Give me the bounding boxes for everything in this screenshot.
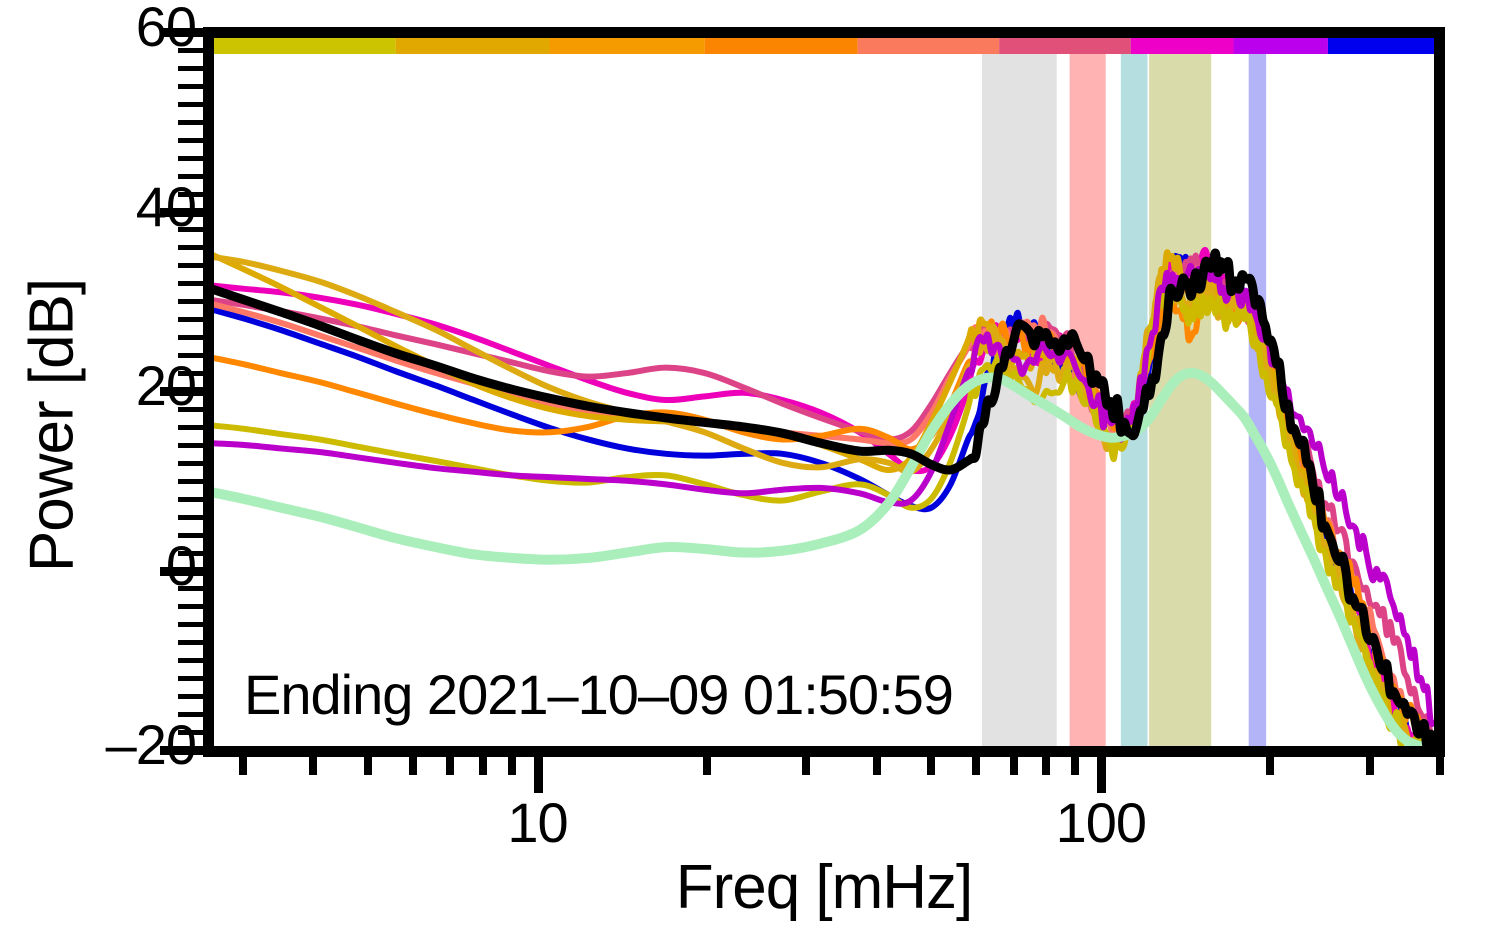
x-tick-minor: [507, 753, 516, 775]
y-tick-minor: [178, 173, 208, 179]
y-tick-label: 0: [165, 533, 197, 597]
x-tick-label: 100: [1055, 791, 1147, 854]
y-tick-minor: [178, 263, 208, 269]
x-tick-minor: [363, 753, 372, 775]
y-tick-minor: [178, 586, 208, 592]
plot-area: [208, 32, 1440, 750]
spectrum-olive: [208, 289, 1437, 750]
y-tick-minor: [178, 65, 208, 71]
y-tick-minor: [178, 227, 208, 233]
spectrum-lightgreen: [208, 367, 1439, 750]
y-tick-minor: [178, 604, 208, 610]
x-tick-minor: [703, 753, 712, 775]
x-tick-minor: [802, 753, 811, 775]
y-tick-minor: [178, 532, 208, 538]
plot-frame-right: [1434, 27, 1445, 757]
y-tick-minor: [178, 137, 208, 143]
y-tick-major: [160, 28, 208, 37]
y-tick-minor: [178, 694, 208, 700]
y-tick-minor: [178, 317, 208, 323]
y-tick-minor: [178, 550, 208, 556]
y-tick-label: 40: [135, 174, 197, 238]
y-tick-minor: [178, 371, 208, 377]
y-tick-minor: [178, 676, 208, 682]
plot-frame-left: [203, 27, 214, 757]
y-tick-minor: [178, 496, 208, 502]
y-tick-minor: [178, 730, 208, 736]
y-tick-minor: [178, 353, 208, 359]
plot-frame-bottom: [203, 746, 1445, 757]
y-tick-minor: [178, 514, 208, 520]
y-tick-minor: [178, 335, 208, 341]
x-tick-minor: [1436, 753, 1444, 775]
y-tick-major: [160, 746, 208, 755]
mean-spectrum: [208, 248, 1439, 750]
y-tick-major: [160, 387, 208, 396]
y-tick-minor: [178, 119, 208, 125]
x-tick-minor: [1365, 753, 1374, 775]
plot-frame-top: [203, 27, 1445, 38]
y-axis-label: Power [dB]: [17, 278, 87, 573]
y-tick-minor: [178, 442, 208, 448]
x-tick-minor: [309, 753, 318, 775]
x-tick-label: 10: [507, 791, 568, 854]
y-tick-minor: [178, 478, 208, 484]
y-tick-major: [160, 207, 208, 217]
y-tick-label: –20: [105, 713, 197, 776]
x-tick-minor: [872, 753, 881, 775]
y-tick-major: [160, 566, 208, 576]
x-tick-minor: [239, 753, 247, 775]
x-tick-minor: [408, 753, 417, 775]
ending-timestamp-annotation: Ending 2021–10–09 01:50:59: [244, 663, 954, 726]
y-tick-minor: [178, 299, 208, 305]
spectrum-canvas: [208, 32, 1440, 750]
band-khaki: [1149, 32, 1212, 750]
y-tick-minor: [178, 622, 208, 628]
x-tick-minor: [927, 753, 936, 775]
y-tick-minor: [178, 658, 208, 664]
x-tick-minor: [1071, 753, 1080, 775]
x-tick-major: [1096, 753, 1106, 793]
x-tick-minor: [478, 753, 487, 775]
y-tick-minor: [178, 712, 208, 718]
y-tick-minor: [178, 640, 208, 646]
y-tick-minor: [178, 101, 208, 107]
x-tick-minor: [1042, 753, 1051, 775]
y-tick-minor: [178, 47, 208, 53]
x-tick-minor: [1009, 753, 1018, 775]
y-tick-minor: [178, 406, 208, 412]
y-tick-label: 20: [135, 354, 197, 417]
band-periwinkle: [1248, 32, 1267, 750]
y-tick-minor: [178, 83, 208, 89]
y-tick-minor: [178, 191, 208, 197]
y-tick-minor: [178, 460, 208, 466]
y-tick-minor: [178, 245, 208, 251]
y-tick-minor: [178, 281, 208, 287]
x-tick-major: [533, 753, 543, 793]
x-axis-label: Freq [mHz]: [675, 853, 974, 922]
x-tick-minor: [446, 753, 455, 775]
y-tick-minor: [178, 424, 208, 430]
x-tick-minor: [1266, 753, 1275, 775]
y-tick-minor: [178, 155, 208, 161]
x-tick-minor: [971, 753, 980, 775]
